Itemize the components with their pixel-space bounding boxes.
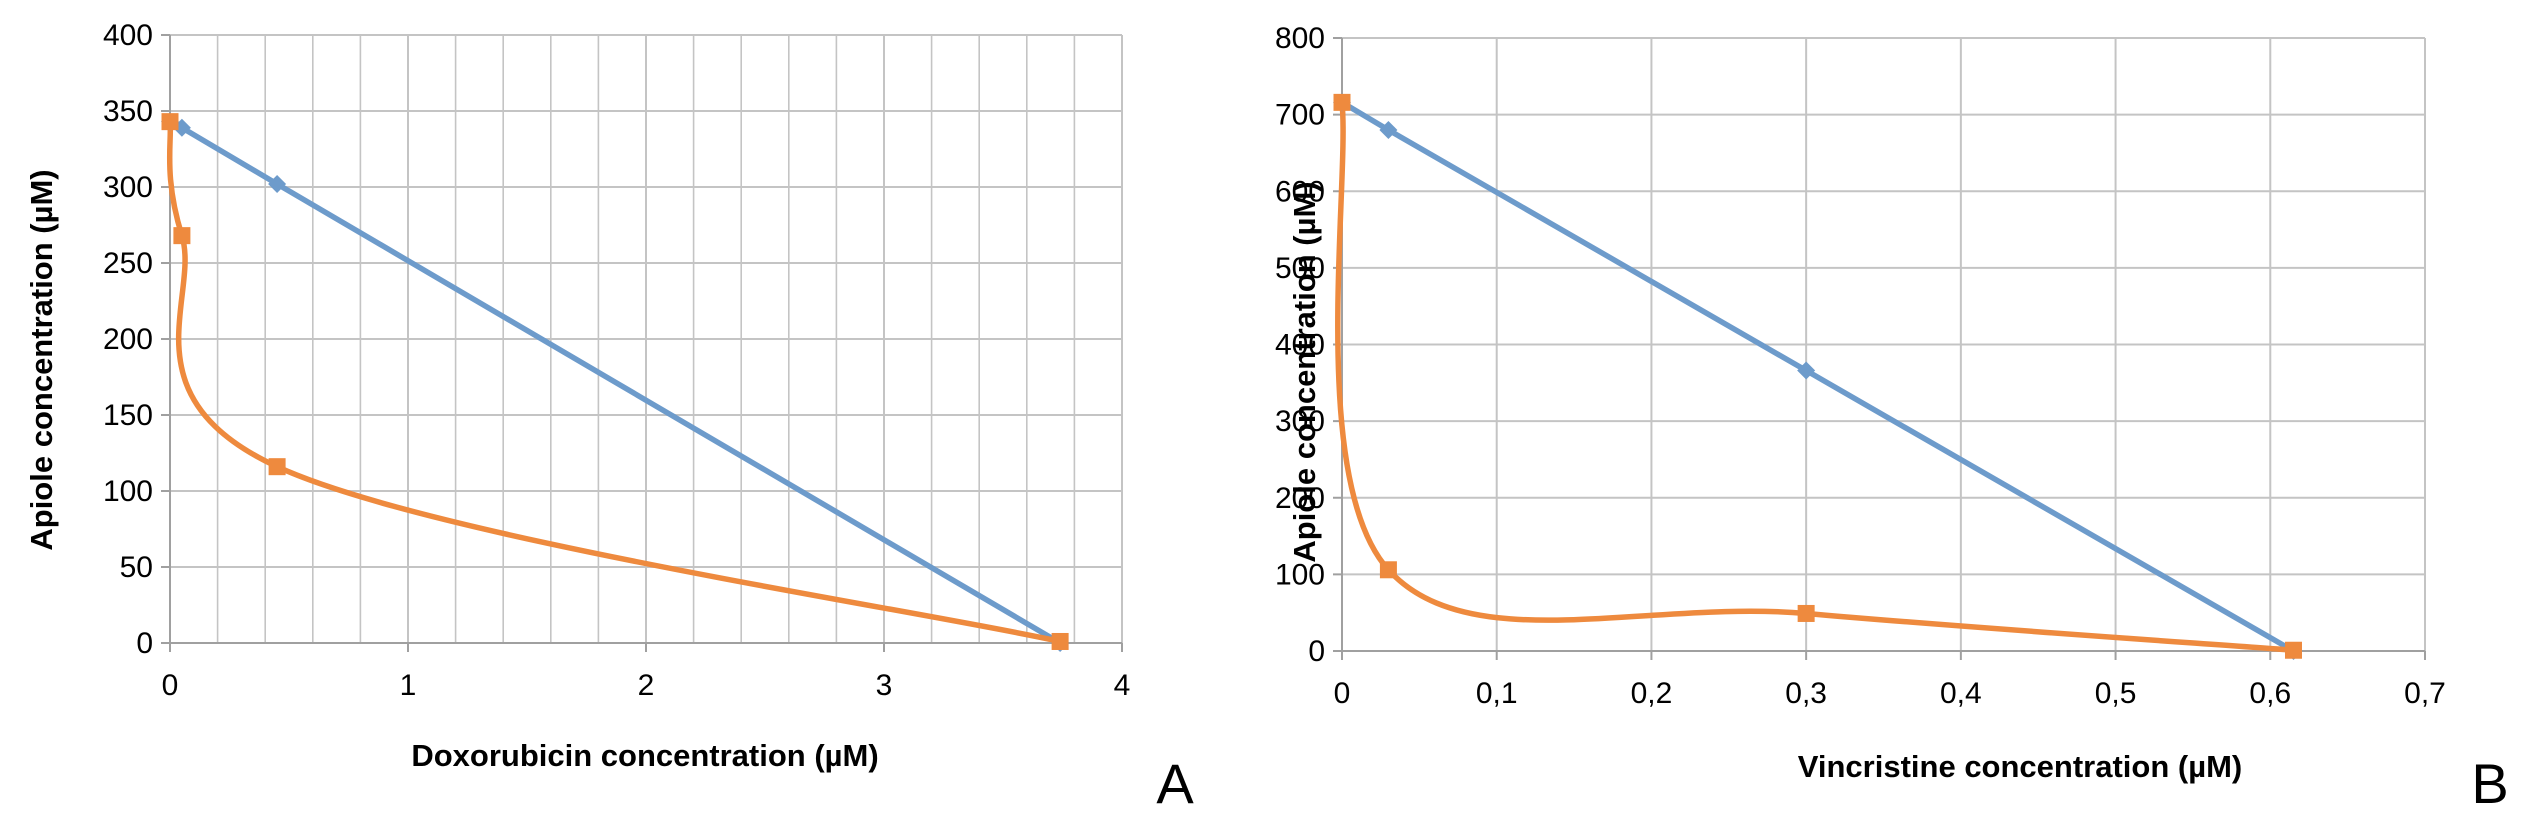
data-point-series-1 [268,174,287,193]
y-tick-label: 300 [1275,405,1325,438]
x-tick-label: 0,7 [2404,677,2446,710]
x-tick-label: 0,1 [1476,677,1518,710]
x-tick-label: 0,3 [1785,677,1827,710]
data-point-series-1 [1797,361,1816,380]
x-tick-label: 3 [876,669,893,702]
data-point-series-2 [161,113,179,131]
series-line-2 [1335,99,2297,653]
panel-label: B [2471,752,2508,815]
chart-panel-a: 0 50 100 150 200 250 300 350 400 0 1 2 3 4 Doxorubici… [24,19,1194,815]
y-tick-label: 100 [1275,558,1325,591]
x-axis-title: Doxorubicin concentration (µM) [411,738,878,773]
y-tick-label: 350 [103,95,153,128]
y-tick-label: 500 [1275,252,1325,285]
x-tick-label: 4 [1114,669,1131,702]
y-tick-label: 800 [1275,22,1325,55]
y-tick-label: 400 [1275,329,1325,362]
x-tick-label: 0,6 [2249,677,2291,710]
chart-panel-b: 0 100 200 300 400 500 600 700 800 0 0,1 0,2 0,3 0,4 0,… [1275,22,2509,815]
y-tick-label: 250 [103,247,153,280]
y-tick-label: 150 [103,399,153,432]
x-tick-label: 2 [638,669,655,702]
y-tick-label: 700 [1275,99,1325,132]
y-tick-label: 0 [1308,635,1325,668]
x-tick-label: 0,4 [1940,677,1982,710]
series-line-2 [166,118,1063,645]
data-point-series-1 [1379,120,1398,139]
panel-label: A [1156,752,1194,815]
y-tick-label: 50 [120,551,153,584]
y-tick-label: 0 [136,627,153,660]
y-axis-title: Apiole concentration (µM) [1287,181,1322,562]
x-tick-label: 0,5 [2095,677,2137,710]
data-point-series-2 [268,458,286,476]
x-tick-label: 1 [400,669,417,702]
x-tick-label: 0 [162,669,179,702]
series-line-1 [1339,99,2297,654]
data-point-series-2 [1379,561,1397,579]
y-tick-label: 400 [103,19,153,52]
y-tick-label: 200 [1275,482,1325,515]
y-axis-title: Apiole concentration (µM) [24,169,59,550]
x-tick-label: 0,2 [1631,677,1673,710]
x-tick-label: 0 [1334,677,1351,710]
y-tick-label: 600 [1275,175,1325,208]
x-axis-title: Vincristine concentration (µM) [1798,749,2242,784]
y-tick-label: 200 [103,323,153,356]
y-tick-label: 100 [103,475,153,508]
data-point-series-2 [2284,641,2302,659]
data-point-series-2 [1051,632,1069,650]
data-point-series-2 [1797,604,1815,622]
data-point-series-2 [1333,93,1351,111]
data-point-series-2 [173,227,191,245]
y-tick-label: 300 [103,171,153,204]
series-line-1 [167,118,1063,646]
